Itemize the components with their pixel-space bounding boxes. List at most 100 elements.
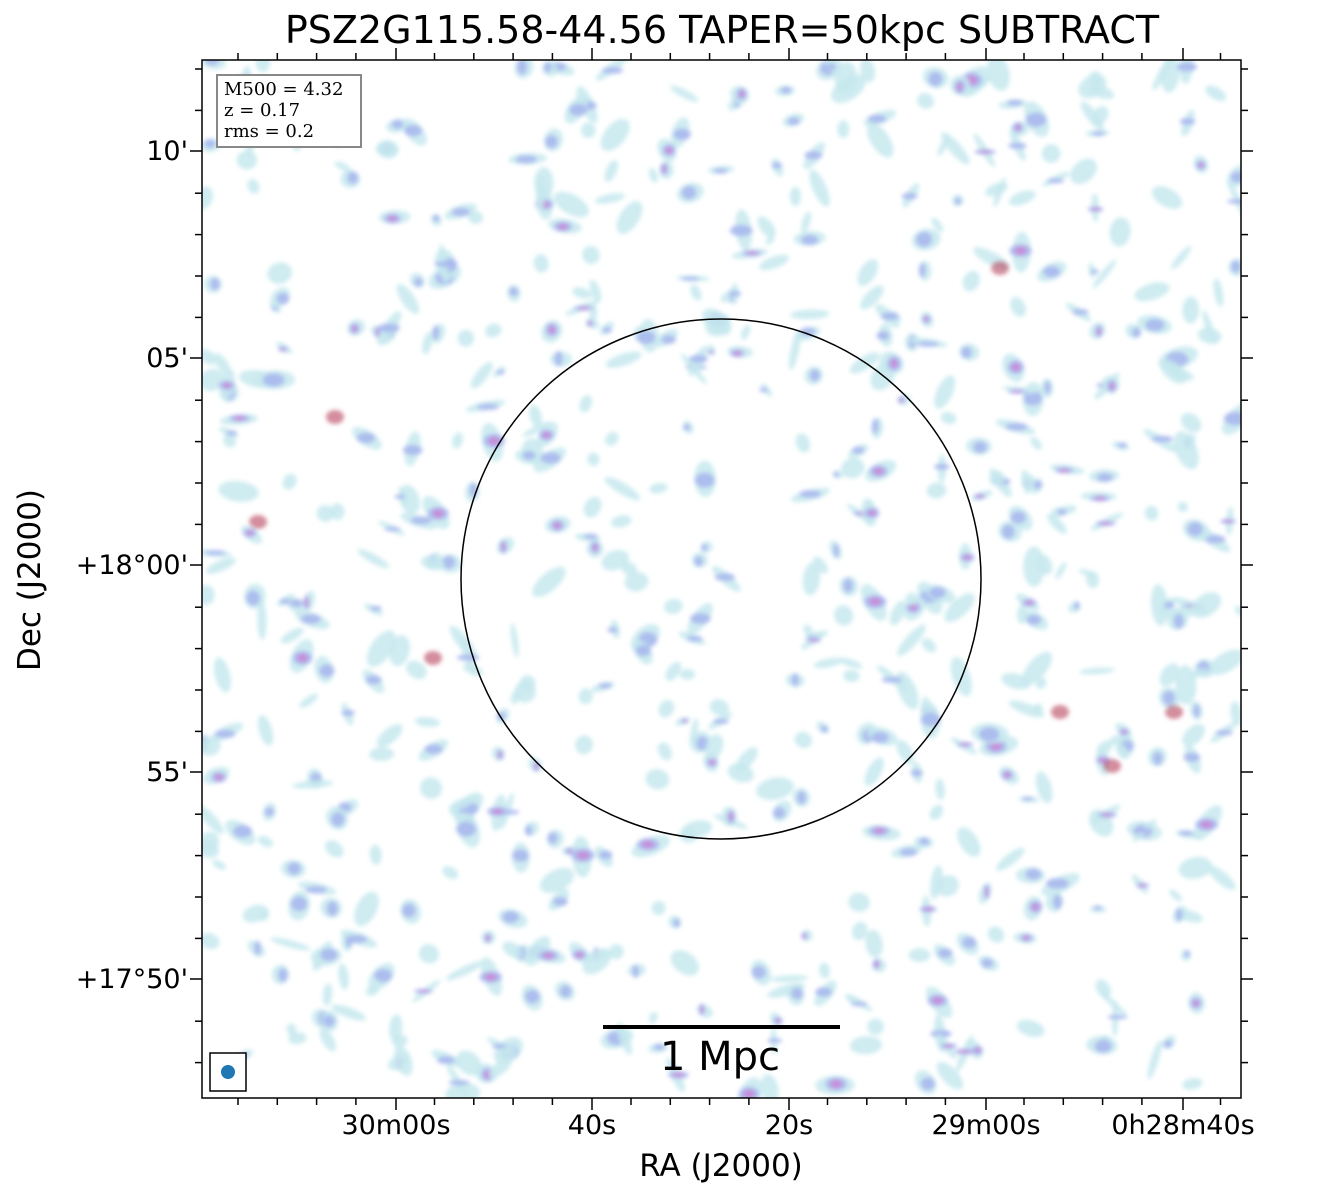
emission-blob — [470, 361, 493, 389]
emission-blob — [467, 210, 484, 224]
axis-ticks — [190, 48, 1253, 1110]
emission-blob — [714, 573, 736, 581]
emission-blob — [915, 231, 933, 247]
emission-blob — [1109, 217, 1131, 247]
emission-blob — [956, 82, 963, 92]
emission-blob — [1189, 668, 1208, 679]
emission-blob — [831, 74, 866, 103]
emission-blob — [864, 757, 884, 787]
emission-blob — [1115, 743, 1129, 760]
emission-blob — [857, 259, 879, 287]
emission-blob — [580, 122, 596, 138]
emission-blob — [282, 473, 297, 490]
emission-blob — [981, 958, 994, 968]
emission-blob — [257, 835, 273, 848]
emission-blob — [686, 635, 703, 642]
emission-blob — [1031, 902, 1040, 911]
emission-blob — [873, 467, 884, 476]
emission-blob — [437, 1056, 455, 1064]
emission-blob — [1215, 729, 1233, 736]
emission-blob — [202, 841, 219, 859]
emission-blob — [602, 327, 612, 334]
emission-blob — [961, 346, 972, 359]
emission-blob — [548, 325, 556, 335]
m500-text: M500 = 4.32 — [224, 79, 344, 100]
emission-blob — [600, 118, 630, 152]
emission-blob — [484, 973, 497, 981]
emission-blob — [529, 404, 542, 427]
emission-blob — [1187, 521, 1203, 537]
emission-blob — [516, 60, 528, 75]
emission-blob — [485, 323, 502, 338]
emission-blob — [1200, 820, 1213, 829]
emission-blob — [255, 60, 271, 72]
emission-blob — [651, 900, 666, 916]
emission-blob — [616, 1022, 632, 1055]
emission-blob — [690, 284, 702, 301]
emission-blob — [457, 329, 475, 347]
emission-blob — [841, 457, 865, 479]
emission-blob — [406, 660, 427, 680]
emission-blob — [316, 504, 334, 522]
emission-blob — [681, 276, 700, 281]
emission-blob — [1176, 62, 1197, 72]
emission-blob — [791, 987, 804, 1000]
emission-blob — [775, 1018, 781, 1024]
emission-blob — [424, 744, 444, 755]
emission-blob — [1180, 117, 1196, 126]
emission-blob — [648, 168, 659, 183]
emission-blob — [524, 989, 540, 1004]
emission-blob — [1230, 260, 1241, 273]
emission-blob — [905, 592, 919, 606]
emission-peak — [1103, 759, 1121, 773]
emission-blob — [448, 1080, 470, 1086]
emission-blob — [347, 171, 359, 184]
emission-blob — [759, 254, 789, 271]
emission-blob — [1101, 813, 1113, 817]
emission-blob — [709, 350, 713, 354]
emission-blob — [572, 287, 592, 299]
emission-blob — [218, 480, 259, 502]
emission-blob — [1093, 905, 1103, 911]
emission-blob — [205, 557, 236, 574]
x-tick-label: 40s — [567, 1110, 617, 1141]
emission-blob — [1183, 950, 1191, 958]
emission-blob — [496, 369, 505, 375]
emission-blob — [985, 886, 989, 897]
emission-blob — [1033, 480, 1043, 490]
emission-blob — [1008, 190, 1036, 206]
emission-blob — [1117, 442, 1128, 448]
emission-blob — [890, 358, 898, 369]
emission-blob — [908, 948, 931, 962]
emission-blob — [978, 727, 1000, 742]
emission-blob — [1178, 830, 1194, 836]
emission-blob — [434, 261, 457, 267]
emission-blob — [689, 354, 708, 363]
emission-blob — [553, 191, 589, 218]
emission-blob — [202, 368, 225, 392]
emission-blob — [449, 794, 479, 812]
emission-blob — [924, 316, 929, 322]
emission-blob — [852, 446, 865, 454]
emission-blob — [649, 482, 668, 494]
emission-blob — [827, 63, 837, 70]
emission-blob — [569, 104, 587, 116]
emission-blob — [771, 162, 782, 169]
emission-blob — [746, 251, 758, 256]
emission-blob — [1164, 601, 1175, 609]
emission-blob — [418, 989, 429, 993]
emission-blob — [267, 262, 292, 284]
emission-blob — [522, 421, 551, 437]
emission-blob — [648, 1011, 658, 1024]
emission-blob — [923, 907, 933, 912]
cluster-info-box: M500 = 4.32 z = 0.17 rms = 0.2 — [216, 74, 362, 148]
emission-blob — [696, 736, 709, 751]
emission-blob — [661, 335, 676, 344]
emission-blob — [543, 61, 552, 73]
emission-blob — [509, 287, 519, 297]
emission-blob — [1003, 771, 1011, 779]
emission-blob — [204, 139, 216, 149]
emission-blob — [815, 987, 833, 997]
emission-peak — [249, 515, 267, 529]
beam-box — [209, 1052, 247, 1092]
